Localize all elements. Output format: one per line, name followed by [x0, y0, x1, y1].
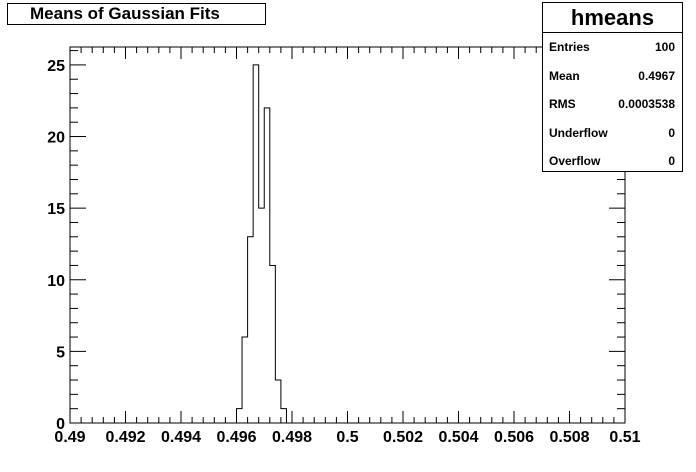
stats-row-underflow: Underflow 0 — [543, 119, 682, 148]
stats-label: Underflow — [549, 125, 608, 140]
stats-value: 100 — [654, 40, 675, 54]
x-tick-label: 0.498 — [272, 429, 312, 446]
histogram-outline — [236, 64, 287, 423]
x-tick-label: 0.51 — [609, 429, 640, 446]
stats-value: 0.4967 — [638, 68, 675, 83]
x-tick-label: 0.496 — [216, 429, 256, 446]
stats-row-overflow: Overflow 0 — [543, 147, 682, 176]
stats-value: 0 — [668, 125, 675, 140]
x-tick-label: 0.502 — [383, 429, 423, 446]
stats-row-mean: Mean 0.4967 — [543, 62, 682, 91]
x-tick-label: 0.504 — [438, 429, 478, 446]
y-tick-label: 5 — [56, 344, 65, 361]
y-tick-label: 0 — [56, 416, 65, 433]
chart-title: Means of Gaussian Fits — [7, 3, 266, 25]
stats-label: Mean — [549, 68, 580, 83]
stats-label: RMS — [549, 97, 576, 112]
stats-value: 0.0003538 — [618, 97, 675, 112]
x-tick-label: 0.49 — [54, 429, 85, 446]
stats-histogram-name: hmeans — [543, 3, 682, 33]
stats-value: 0 — [668, 154, 675, 169]
stats-row-entries: Entries 100 — [543, 33, 682, 62]
stats-label: Overflow — [549, 154, 601, 169]
x-tick-label: 0.494 — [161, 429, 201, 446]
x-tick-label: 0.508 — [549, 429, 589, 446]
y-tick-label: 20 — [47, 130, 65, 147]
y-tick-label: 25 — [47, 58, 65, 75]
x-tick-label: 0.506 — [494, 429, 534, 446]
x-tick-label: 0.5 — [336, 429, 358, 446]
stats-box: hmeans Entries 100 Mean 0.4967 RMS 0.000… — [542, 2, 683, 172]
y-tick-label: 10 — [47, 273, 65, 290]
stats-label: Entries — [549, 40, 590, 54]
axis-tick-labels: 0.49 0.492 0.494 0.496 0.498 0.5 0.502 0.504 0.5… — [47, 58, 640, 446]
stats-row-rms: RMS 0.0003538 — [543, 90, 682, 119]
x-tick-label: 0.492 — [105, 429, 145, 446]
y-tick-label: 15 — [47, 201, 65, 218]
